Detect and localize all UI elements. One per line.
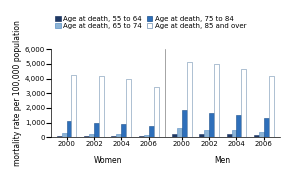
Bar: [172, 134, 177, 137]
Bar: [99, 76, 104, 137]
Bar: [177, 128, 182, 137]
Bar: [94, 123, 99, 137]
Bar: [269, 76, 274, 137]
Bar: [149, 126, 154, 137]
Bar: [264, 118, 269, 137]
Bar: [144, 135, 149, 137]
Bar: [209, 113, 214, 137]
Bar: [231, 130, 237, 137]
Bar: [154, 87, 159, 137]
Bar: [126, 79, 131, 137]
Bar: [259, 132, 264, 137]
Bar: [241, 69, 246, 137]
Bar: [121, 124, 126, 137]
Bar: [254, 135, 259, 137]
Bar: [227, 134, 231, 137]
Bar: [116, 134, 121, 137]
Bar: [112, 136, 116, 137]
Bar: [61, 133, 67, 137]
Bar: [89, 134, 94, 137]
Y-axis label: mortality rate per 100,000 population: mortality rate per 100,000 population: [13, 20, 22, 166]
Text: Women: Women: [94, 156, 122, 165]
Bar: [139, 136, 144, 137]
Bar: [182, 110, 186, 137]
Bar: [214, 64, 219, 137]
Bar: [72, 75, 76, 137]
Legend: Age at death, 55 to 64, Age at death, 65 to 74, Age at death, 75 to 84, Age at d: Age at death, 55 to 64, Age at death, 65…: [55, 16, 246, 29]
Bar: [237, 115, 241, 137]
Bar: [57, 136, 61, 137]
Bar: [186, 62, 192, 137]
Text: Men: Men: [215, 156, 231, 165]
Bar: [204, 130, 209, 137]
Bar: [199, 134, 204, 137]
Bar: [84, 136, 89, 137]
Bar: [67, 121, 72, 137]
